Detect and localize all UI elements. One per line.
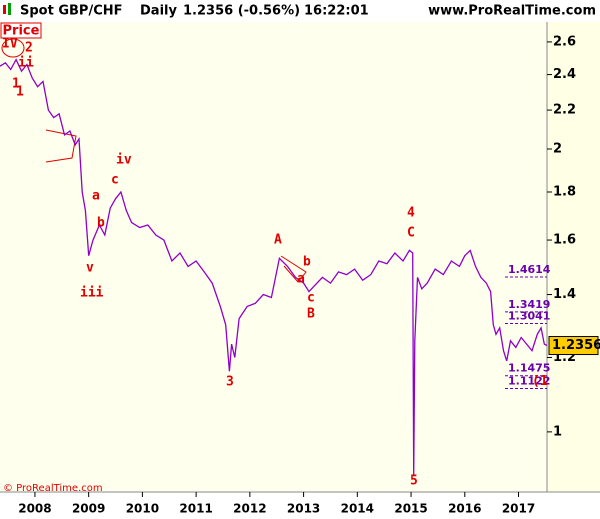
copyright: © ProRealTime.com bbox=[3, 483, 103, 494]
y-tick-label: 2.6 bbox=[553, 34, 576, 49]
wave-label: c bbox=[111, 173, 119, 188]
wave-label: C bbox=[407, 226, 415, 241]
x-tick-label: 2017 bbox=[502, 502, 535, 516]
wave-label: A bbox=[274, 233, 282, 248]
level-label: 1.1122 bbox=[508, 374, 550, 387]
x-tick-label: 2014 bbox=[341, 502, 374, 516]
level-label: 1.4614 bbox=[508, 263, 551, 276]
wave-label: B bbox=[307, 307, 315, 322]
quote: 1.2356 (-0.56%) bbox=[183, 4, 300, 19]
title: Spot GBP/CHF bbox=[20, 4, 123, 19]
level-label: 1.3041 bbox=[508, 310, 550, 323]
wave-label: 1 bbox=[16, 85, 24, 100]
interval: Daily bbox=[140, 4, 177, 19]
level-label: 1.3419 bbox=[508, 298, 550, 311]
x-tick-label: 2016 bbox=[448, 502, 481, 516]
y-tick-label: 2 bbox=[553, 141, 562, 156]
drawings bbox=[1, 38, 307, 283]
wave-label: v bbox=[86, 261, 94, 276]
wave-label: ii bbox=[18, 56, 34, 71]
wave-label: c bbox=[307, 291, 315, 306]
y-tick-label: 2.2 bbox=[553, 103, 576, 118]
last-value-label: 1.2356 bbox=[552, 338, 600, 353]
wave-label: 2 bbox=[25, 41, 33, 56]
wave-label: iii bbox=[80, 286, 104, 301]
wave-label: b bbox=[303, 255, 311, 270]
level-label: 1.1475 bbox=[508, 362, 550, 375]
wave-label: a bbox=[297, 272, 305, 287]
wave-label: 4 bbox=[407, 206, 415, 221]
source: www.ProRealTime.com bbox=[428, 4, 596, 19]
time: 16:22:01 bbox=[304, 4, 369, 19]
x-tick-label: 2012 bbox=[233, 502, 266, 516]
wave-label: a bbox=[92, 189, 100, 204]
wave-label: iv bbox=[116, 153, 132, 168]
wave-label: IV bbox=[2, 37, 18, 52]
y-tick-label: 2.4 bbox=[553, 67, 576, 82]
axis-area bbox=[547, 22, 600, 492]
legend-entry: Price bbox=[3, 24, 40, 39]
wave-label: b bbox=[97, 216, 105, 231]
y-tick-label: 1.4 bbox=[553, 287, 576, 302]
plot-area bbox=[0, 22, 547, 492]
y-tick-label: 1.6 bbox=[553, 233, 576, 248]
header-icon bbox=[3, 3, 11, 15]
wave-label: 5 bbox=[410, 474, 418, 489]
y-tick-label: 1 bbox=[553, 424, 562, 439]
x-tick-label: 2013 bbox=[287, 502, 320, 516]
price-line bbox=[0, 58, 548, 475]
wave-label: 1 bbox=[12, 77, 20, 92]
x-tick-label: 2009 bbox=[72, 502, 105, 516]
x-tick-label: 2008 bbox=[18, 502, 51, 516]
y-tick-label: 1.8 bbox=[553, 184, 576, 199]
wave-label: 3 bbox=[226, 375, 234, 390]
level-note: (1 bbox=[532, 374, 548, 389]
x-tick-label: 2010 bbox=[126, 502, 159, 516]
last-value-box bbox=[548, 336, 599, 356]
legend-box bbox=[0, 22, 42, 39]
x-tick-label: 2015 bbox=[394, 502, 427, 516]
x-tick-label: 2011 bbox=[179, 502, 212, 516]
